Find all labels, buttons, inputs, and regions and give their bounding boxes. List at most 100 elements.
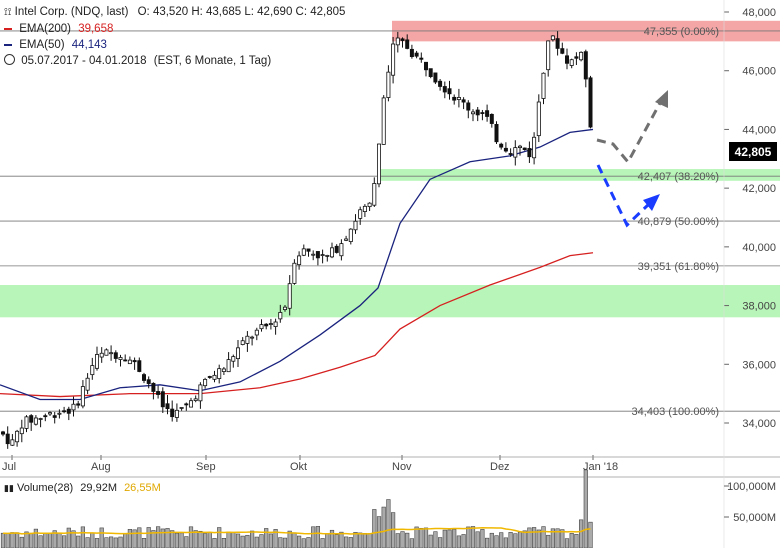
instrument-name: Intel Corp. (NDQ, last) xyxy=(14,6,129,18)
candle-body xyxy=(292,262,297,284)
candle-body xyxy=(311,253,316,256)
ema50-value: 44,143 xyxy=(71,39,107,51)
candle-body xyxy=(438,80,443,87)
candle-body xyxy=(254,329,259,336)
forecast-arrow-gray xyxy=(596,102,662,165)
x-tick-label: Okt xyxy=(290,461,307,473)
candle-body xyxy=(546,40,551,71)
volume-bar xyxy=(207,532,212,548)
volume-bar xyxy=(578,519,584,548)
volume-bar xyxy=(452,528,457,548)
y-tick-label: 40,000 xyxy=(742,242,776,254)
volume-bar xyxy=(414,526,419,548)
volume-bar xyxy=(348,537,353,548)
support-zone-lower xyxy=(0,285,780,318)
legend-ema200[interactable]: EMA(200) 39,658 xyxy=(4,21,345,37)
volume-bar xyxy=(358,532,363,548)
forecast-arrowhead-blue xyxy=(643,194,660,211)
candle-body xyxy=(428,68,433,77)
candle-body xyxy=(339,243,344,257)
volume-bar xyxy=(311,526,316,548)
candle-body xyxy=(137,360,142,372)
legend-range: 05.07.2017 - 04.01.2018 (EST, 6 Monate, … xyxy=(4,53,345,69)
candle-body xyxy=(461,99,466,103)
ema200-swatch xyxy=(4,27,12,30)
candle-body xyxy=(527,148,532,158)
candle-body xyxy=(245,335,250,344)
candle-body xyxy=(344,238,349,241)
candle-body xyxy=(414,52,419,57)
fib-label: 42,407 (38.20%) xyxy=(638,171,719,183)
ema50-swatch xyxy=(4,43,12,46)
candle-body xyxy=(574,56,579,59)
x-tick-label: Jul xyxy=(2,461,16,473)
volume-bar xyxy=(536,529,541,548)
candle-body xyxy=(62,410,67,413)
volume-bar xyxy=(489,532,494,548)
volume-tick-label: 100,000M xyxy=(727,481,776,493)
volume-bar xyxy=(362,533,368,548)
candle-body xyxy=(536,101,541,137)
x-tick-label: Nov xyxy=(392,461,412,473)
candle-body xyxy=(466,102,471,111)
volume-bar xyxy=(245,534,250,548)
volume-bar xyxy=(301,538,306,548)
y-tick-label: 38,000 xyxy=(742,301,776,313)
candle-body xyxy=(43,415,48,418)
volume-bar xyxy=(480,529,485,548)
volume-bar xyxy=(278,537,283,548)
x-tick-label: Jan '18 xyxy=(583,461,618,473)
candle-body xyxy=(123,359,128,362)
legend-title-row: ⟟⟟ Intel Corp. (NDQ, last) O: 43,520 H: … xyxy=(4,4,345,21)
volume-bar xyxy=(461,534,466,548)
volume-bar xyxy=(80,526,85,548)
candle-body xyxy=(470,111,475,115)
candle-body xyxy=(188,400,193,408)
volume-bar xyxy=(212,538,217,548)
candle-body xyxy=(5,433,10,445)
volume-bar xyxy=(90,532,95,548)
candle-body xyxy=(381,97,386,145)
volume-bar xyxy=(240,535,245,548)
candle-body xyxy=(447,88,452,95)
chart-type-icon[interactable]: ⟟⟟ xyxy=(4,7,12,18)
legend-ema50[interactable]: EMA(50) 44,143 xyxy=(4,37,345,53)
volume-bar xyxy=(442,529,447,548)
volume-bar xyxy=(66,527,71,548)
volume-bar xyxy=(437,537,443,548)
y-tick-label: 34,000 xyxy=(742,418,776,430)
range-info: (EST, 6 Monate, 1 Tag) xyxy=(153,55,272,67)
support-zone-upper xyxy=(378,169,780,181)
candle-body xyxy=(156,391,161,395)
candle-body xyxy=(104,349,109,356)
candle-body xyxy=(207,376,212,378)
volume-bar xyxy=(99,527,104,548)
candle-body xyxy=(282,306,287,311)
candle-body xyxy=(442,86,447,93)
volume-bar xyxy=(372,509,377,548)
candle-body xyxy=(358,209,363,219)
candle-body xyxy=(518,145,523,149)
volume-bar xyxy=(527,527,532,548)
volume-bar xyxy=(15,532,20,548)
y-tick-label: 46,000 xyxy=(742,66,776,78)
candle-body xyxy=(334,245,339,253)
ema200-value: 39,658 xyxy=(78,23,114,35)
candle-body xyxy=(395,37,400,46)
candle-body xyxy=(76,403,81,406)
candle-body xyxy=(259,324,264,330)
volume-bar xyxy=(517,531,523,548)
volume-bar xyxy=(325,533,330,548)
volume-bar xyxy=(0,532,6,548)
volume-bar xyxy=(94,538,100,548)
y-tick-label: 48,000 xyxy=(742,7,776,19)
y-tick-label: 44,000 xyxy=(742,124,776,136)
candle-body xyxy=(499,143,504,148)
volume-bar xyxy=(296,535,302,548)
candle-body xyxy=(198,384,203,402)
volume-bar xyxy=(315,526,321,548)
volume-bar xyxy=(137,527,142,548)
candle-body xyxy=(165,403,170,410)
volume-label: Volume(28) xyxy=(16,482,74,494)
y-tick-label: 42,000 xyxy=(742,183,776,195)
